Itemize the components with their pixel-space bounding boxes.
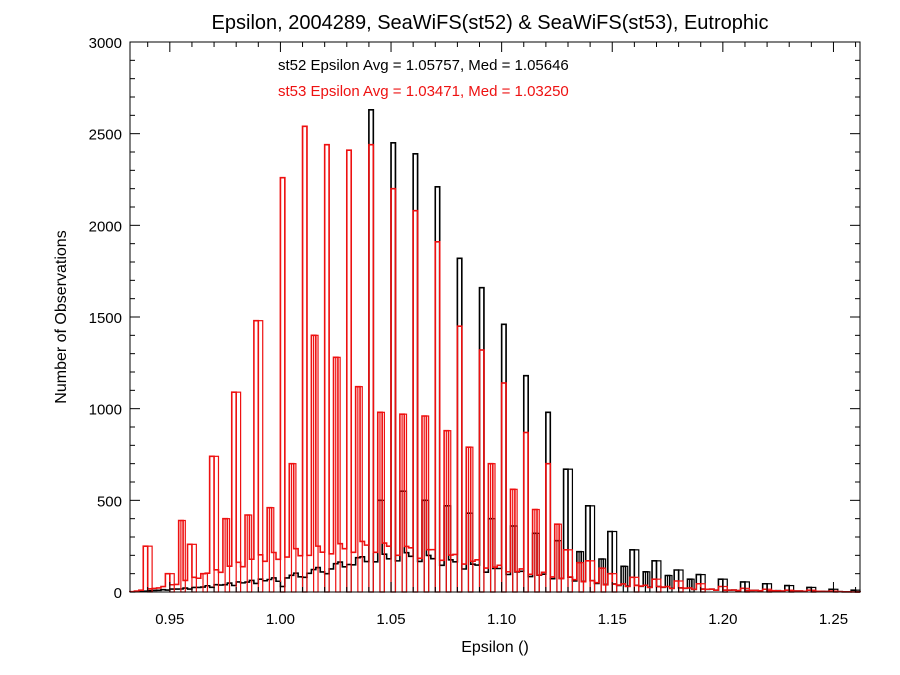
x-axis-label: Epsilon (): [461, 639, 529, 656]
x-tick-label-0: 0.95: [155, 611, 184, 628]
bar-st53-4: [202, 573, 209, 593]
y-tick-label-2: 1000: [89, 402, 122, 419]
x-tick-label-5: 1.20: [708, 611, 737, 628]
x-tick-label-2: 1.05: [376, 611, 405, 628]
x-tick-label-1: 1.00: [266, 611, 295, 628]
axis-layer: 0.95 1.00 1.05 1.10 1.15 1.20 1.25 0 500 1000 1500…: [89, 35, 860, 628]
y-tick-label-6: 3000: [89, 35, 122, 52]
bar-st52-2: [324, 573, 330, 593]
annotation-st52: st52 Epsilon Avg = 1.05757, Med = 1.0564…: [278, 57, 569, 74]
y-tick-label-5: 2500: [89, 127, 122, 144]
y-tick-label-1: 500: [97, 493, 122, 510]
series-layer: [129, 109, 861, 593]
x-tick-label-6: 1.25: [819, 611, 848, 628]
bar-st52-3: [346, 563, 352, 593]
chart-title: Epsilon, 2004289, SeaWiFS(st52) & SeaWiF…: [212, 12, 769, 34]
y-axis-label: Number of Observations: [53, 230, 70, 403]
series-st53: [129, 125, 861, 593]
x-tick-label-3: 1.10: [487, 611, 516, 628]
annotation-st53: st53 Epsilon Avg = 1.03471, Med = 1.0325…: [278, 83, 569, 100]
x-tick-label-4: 1.15: [598, 611, 627, 628]
y-tick-label-4: 2000: [89, 218, 122, 235]
bar-st52-1: [301, 576, 308, 593]
bar-st52-0: [279, 585, 286, 593]
y-tick-label-0: 0: [114, 585, 122, 602]
y-tick-label-3: 1500: [89, 310, 122, 327]
